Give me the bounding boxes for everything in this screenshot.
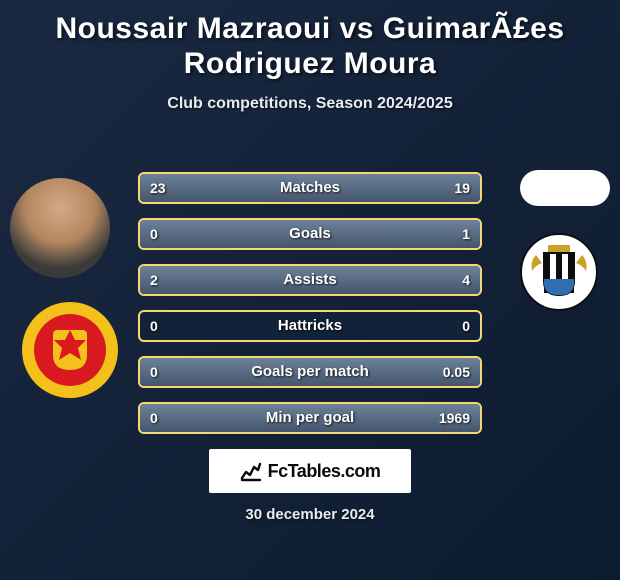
stat-value-right: 4: [462, 266, 470, 294]
stat-row: Min per goal0 1969: [138, 402, 482, 434]
player-right-photo: [520, 170, 610, 206]
stat-value-left: 2: [150, 266, 158, 294]
branding-box: FcTables.com: [209, 449, 411, 493]
footer-date: 30 december 2024: [0, 506, 620, 523]
stat-value-right: 1: [462, 220, 470, 248]
page-subtitle: Club competitions, Season 2024/2025: [0, 95, 620, 113]
stat-value-right: 0.05: [443, 358, 470, 386]
stat-row: Goals0 1: [138, 218, 482, 250]
stat-value-right: 0: [462, 312, 470, 340]
stat-label: Min per goal: [140, 404, 480, 432]
stat-row: Assists2 4: [138, 264, 482, 296]
stat-value-left: 0: [150, 220, 158, 248]
stat-row: Hattricks0 0: [138, 310, 482, 342]
player-left-photo: [10, 178, 110, 278]
stat-value-left: 23: [150, 174, 166, 202]
stat-label: Goals per match: [140, 358, 480, 386]
stat-label: Hattricks: [140, 312, 480, 340]
stat-value-left: 0: [150, 404, 158, 432]
stat-value-left: 0: [150, 358, 158, 386]
stat-value-left: 0: [150, 312, 158, 340]
stat-label: Goals: [140, 220, 480, 248]
fctables-logo-icon: [240, 460, 262, 482]
stat-row: Matches23 19: [138, 172, 482, 204]
page-title: Noussair Mazraoui vs GuimarÃ£es Rodrigue…: [0, 0, 620, 81]
stat-label: Assists: [140, 266, 480, 294]
stat-value-right: 1969: [439, 404, 470, 432]
stat-label: Matches: [140, 174, 480, 202]
stats-panel: Matches2319Goals01Assists24Hattricks00Go…: [138, 172, 482, 448]
stat-value-right: 19: [454, 174, 470, 202]
newcastle-united-crest-icon: [520, 233, 598, 311]
manchester-united-crest-icon: [20, 300, 120, 400]
stat-row: Goals per match0 0.05: [138, 356, 482, 388]
branding-text: FcTables.com: [268, 461, 381, 482]
